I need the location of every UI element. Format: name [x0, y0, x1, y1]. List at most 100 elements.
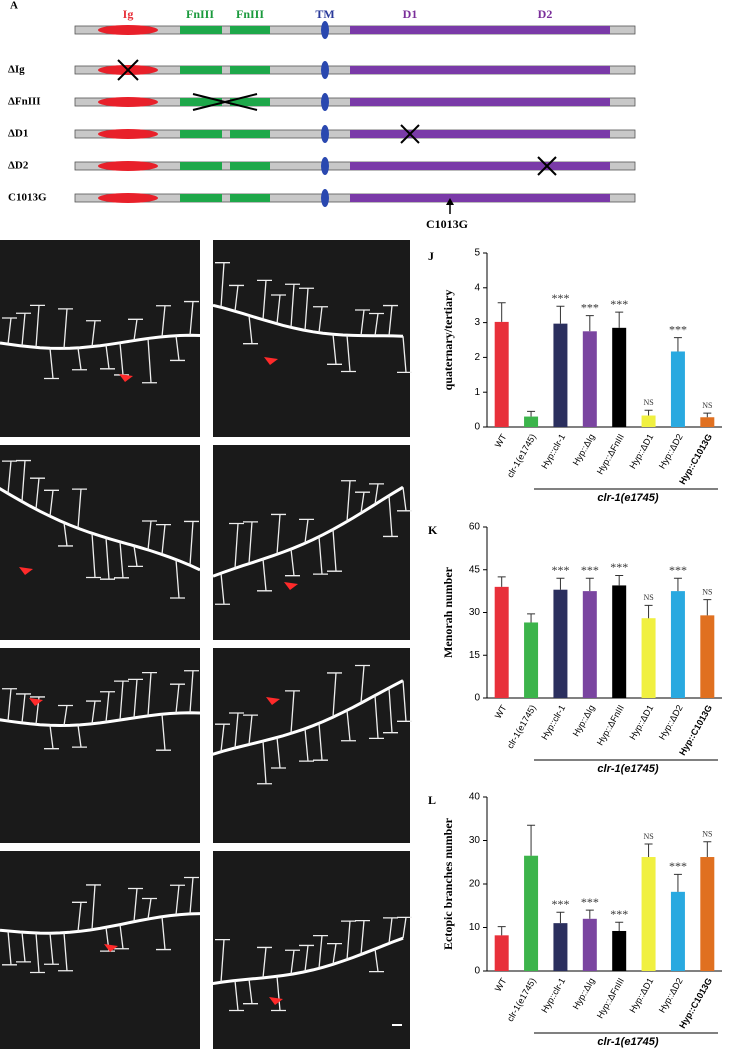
branch: [285, 690, 300, 734]
red-arrow: [119, 374, 133, 382]
branch: [142, 520, 157, 550]
x-tick-label: Hyp::clr-1: [539, 703, 567, 741]
bar: [524, 622, 539, 698]
branch: [229, 712, 244, 749]
branch: [184, 520, 199, 566]
deletion-mark: [192, 93, 258, 111]
branch: [271, 976, 286, 1012]
significance-label: ***: [610, 297, 628, 311]
y-tick-label: 45: [469, 564, 481, 575]
bar: [524, 416, 539, 427]
branch: [313, 306, 328, 333]
branch: [156, 916, 171, 951]
y-tick-label: 30: [469, 835, 481, 846]
tm-domain: [321, 21, 329, 39]
branch: [327, 334, 342, 365]
significance-label: NS: [702, 830, 712, 839]
domain-label: D2: [538, 7, 553, 21]
branch: [184, 670, 199, 713]
branch: [16, 312, 31, 346]
mutation-arrowhead: [446, 198, 454, 205]
branch: [114, 924, 129, 950]
branch: [86, 533, 101, 579]
red-arrow: [284, 582, 298, 590]
ig-domain: [98, 97, 158, 107]
x-tick-label: Hyp::ΔIg: [571, 703, 597, 738]
fn-domain: [230, 194, 270, 202]
branch: [369, 483, 384, 505]
x-tick-label: WT: [493, 703, 509, 721]
x-tick-label: Hyp::ΔD1: [627, 976, 655, 1014]
bar-chart: Jquaternary/tertiary012345WTclr-1(e1745)…: [428, 248, 722, 504]
error-bar: [673, 873, 682, 892]
branch: [156, 714, 171, 751]
fn-domain: [230, 130, 270, 138]
branch: [100, 344, 115, 370]
branch: [30, 304, 45, 348]
branch: [30, 477, 45, 510]
error-bar: [703, 412, 712, 418]
d-domain: [350, 98, 610, 106]
significance-label: ***: [610, 907, 628, 921]
branch: [327, 672, 342, 718]
error-bar: [556, 305, 565, 324]
micrograph: [0, 240, 200, 437]
bar: [553, 589, 568, 698]
dendrite: [0, 711, 201, 728]
x-tick-label: Hyp::ΔD2: [657, 976, 685, 1014]
branch: [86, 320, 101, 347]
branch: [327, 529, 342, 572]
x-tick-label: Hyp::ΔFnIII: [595, 703, 626, 747]
y-tick-label: 0: [474, 966, 480, 977]
fn-domain: [180, 66, 222, 74]
construct-label: C1013G: [8, 192, 47, 204]
red-arrow: [29, 698, 43, 706]
domain-label: FnIII: [236, 7, 264, 21]
tm-domain: [321, 125, 329, 143]
bar: [700, 417, 715, 427]
d-domain: [350, 194, 610, 202]
deletion-mark: [117, 59, 139, 81]
x-tick-label: Hyp::ΔD2: [657, 703, 685, 741]
y-axis-label: quaternary/tertiary: [441, 290, 455, 391]
fn-domain: [230, 162, 270, 170]
branch: [299, 518, 314, 544]
branch: [383, 687, 398, 734]
branch: [397, 680, 412, 722]
branch: [100, 537, 115, 580]
bar: [524, 855, 539, 971]
significance-label: ***: [551, 563, 569, 577]
branch: [142, 671, 157, 716]
significance-label: ***: [669, 859, 687, 873]
dendrite: [0, 333, 201, 350]
y-tick-label: 30: [469, 607, 481, 618]
significance-label: NS: [643, 832, 653, 841]
y-tick-label: 2: [474, 352, 480, 363]
deletion-mark: [400, 124, 420, 144]
branch: [44, 489, 59, 517]
branch: [128, 545, 143, 568]
branch: [184, 876, 199, 914]
y-tick-label: 3: [474, 317, 480, 328]
d-domain: [350, 26, 610, 34]
branch: [215, 723, 230, 752]
construct-label: ΔIg: [8, 64, 25, 76]
branch: [243, 315, 258, 345]
branch: [16, 693, 31, 723]
micrograph: [213, 445, 410, 640]
x-tick-label: Hyp::ΔIg: [571, 976, 597, 1011]
error-bar: [703, 841, 712, 858]
branch: [72, 488, 87, 529]
ig-domain: [98, 161, 158, 171]
significance-label: ***: [551, 897, 569, 911]
tm-domain: [321, 93, 329, 111]
branch: [397, 487, 412, 512]
x-tick-label: clr-1(e1745): [505, 703, 538, 750]
x-tick-label: Hyp::ΔFnIII: [595, 976, 626, 1020]
branch: [257, 559, 272, 592]
domain-label: D1: [403, 7, 418, 21]
branch: [114, 541, 129, 579]
x-tick-label: WT: [493, 976, 509, 994]
